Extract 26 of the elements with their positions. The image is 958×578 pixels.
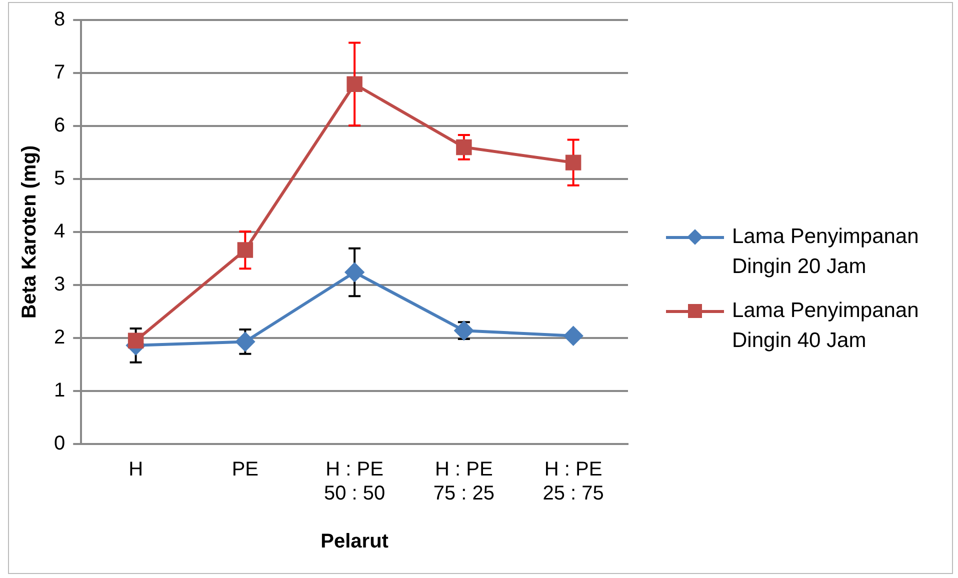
y-tick-label: 1: [54, 380, 66, 402]
y-axis-title: Beta Karoten (mg): [18, 145, 41, 319]
x-axis-title: Pelarut: [320, 530, 389, 553]
y-tick-label: 8: [54, 8, 66, 31]
y-tick-label: 0: [54, 432, 66, 455]
point: [346, 76, 362, 92]
x-tick-label: H : PE 50 : 50: [324, 458, 386, 505]
x-tick-label: H : PE 75 : 25: [433, 458, 495, 505]
x-tick-label: H: [128, 458, 144, 481]
x-tick-label: PE: [232, 458, 259, 481]
x-tick-label: H : PE 25 : 75: [542, 458, 604, 505]
point: [128, 332, 144, 349]
point: [237, 242, 254, 258]
point: [565, 154, 582, 170]
y-tick-label: 3: [54, 274, 66, 296]
legend-label: Lama Penyimpanan Dingin 40 Jam: [732, 298, 920, 354]
legend-label: Lama Penyimpanan Dingin 20 Jam: [732, 224, 920, 280]
point: [345, 262, 364, 282]
y-tick-label: 5: [54, 168, 66, 190]
y-tick-label: 7: [54, 62, 66, 84]
point: [236, 332, 255, 352]
y-tick-label: 2: [54, 326, 66, 349]
y-tick-label: 6: [54, 114, 66, 137]
point: [456, 139, 472, 156]
y-tick-label: 4: [54, 220, 66, 243]
point: [564, 326, 583, 346]
